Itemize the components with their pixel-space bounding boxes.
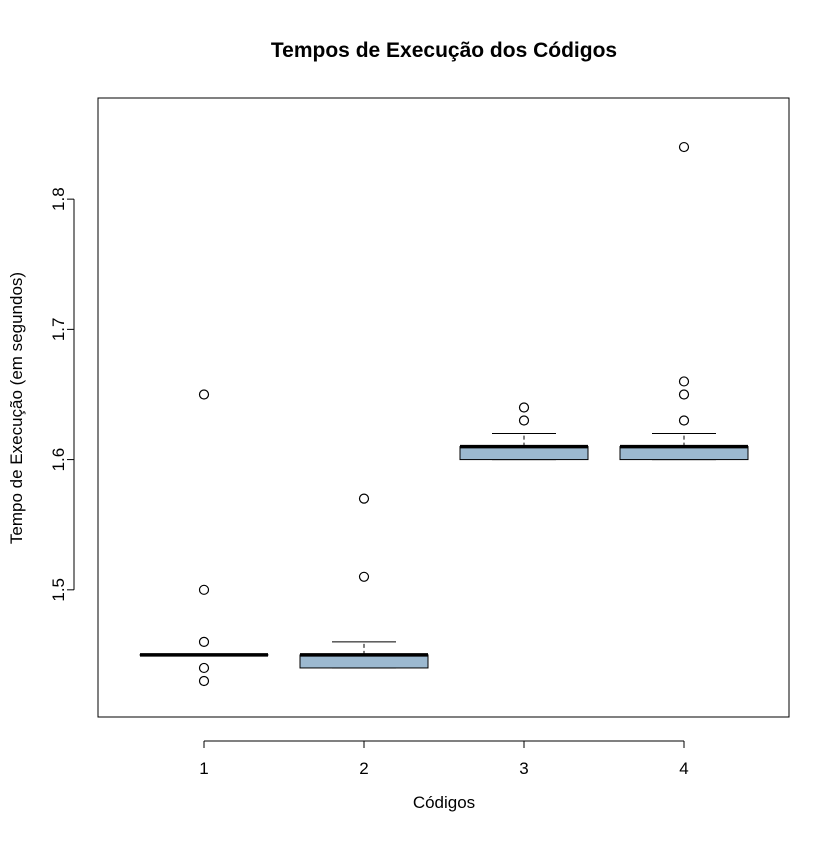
outlier-point <box>360 494 369 503</box>
outlier-point <box>680 416 689 425</box>
y-tick-label: 1.8 <box>49 187 68 211</box>
x-axis-label: Códigos <box>413 793 475 812</box>
x-tick-label: 4 <box>679 759 688 778</box>
box-1 <box>140 390 268 686</box>
y-tick-label: 1.6 <box>49 448 68 472</box>
box-2 <box>300 494 428 668</box>
outlier-point <box>200 390 209 399</box>
x-tick-label: 2 <box>359 759 368 778</box>
x-tick-label: 1 <box>199 759 208 778</box>
x-axis: 1 2 3 4 <box>199 741 688 778</box>
x-tick-label: 3 <box>519 759 528 778</box>
outlier-point <box>200 637 209 646</box>
outlier-point <box>680 143 689 152</box>
y-axis-label: Tempo de Execução (em segundos) <box>7 272 26 544</box>
y-tick-label: 1.7 <box>49 318 68 342</box>
outlier-point <box>680 377 689 386</box>
outlier-point <box>200 585 209 594</box>
box-rect <box>620 447 748 460</box>
y-axis: 1.5 1.6 1.7 1.8 <box>49 187 74 601</box>
box-rect <box>460 447 588 460</box>
box-3 <box>460 403 588 460</box>
box-4 <box>620 143 748 460</box>
outlier-point <box>520 403 529 412</box>
outlier-point <box>360 572 369 581</box>
outlier-point <box>200 663 209 672</box>
plot-frame <box>98 98 789 717</box>
outlier-point <box>200 676 209 685</box>
y-tick-label: 1.5 <box>49 578 68 602</box>
outlier-point <box>680 390 689 399</box>
chart-title: Tempos de Execução dos Códigos <box>271 39 617 62</box>
outlier-point <box>520 416 529 425</box>
boxes-group <box>140 143 748 686</box>
box-rect <box>300 655 428 668</box>
